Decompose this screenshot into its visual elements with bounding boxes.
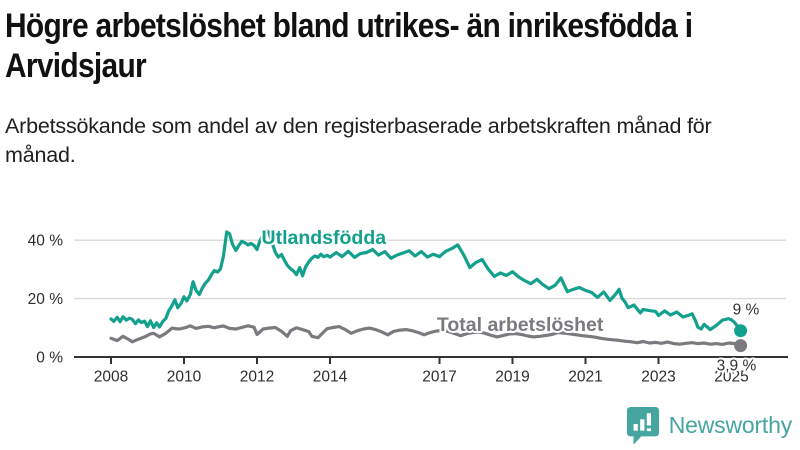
icon-exclamation-bar	[646, 413, 651, 426]
title-line-2: Arvidsjaur	[5, 47, 147, 86]
y-tick-label: 20 %	[28, 291, 64, 308]
x-tick-label: 2014	[313, 369, 348, 386]
icon-bar-1	[633, 424, 638, 431]
newsworthy-wordmark: Newsworthy	[668, 411, 792, 438]
chart-subtitle: Arbetssökande som andel av den registerb…	[5, 114, 712, 168]
icon-bar-2	[639, 419, 645, 431]
x-tick-label: 2008	[94, 369, 128, 386]
y-tick-label: 0 %	[36, 350, 63, 367]
x-tick-label: 2017	[422, 369, 456, 386]
x-tick-label: 2021	[568, 369, 602, 386]
unemployment-chart: 0 % 20 % 40 % 2008 2010 2012 2014 2017 2019 2021 2…	[28, 225, 788, 386]
series-line-total-arbetsloshet	[109, 324, 743, 348]
series-end-dot-total-arbetsloshet	[734, 339, 748, 353]
page-title: Högre arbetslöshet bland utrikes- än inr…	[5, 6, 705, 86]
x-tick-label: 2025	[714, 369, 748, 386]
x-tick-label: 2012	[240, 369, 274, 386]
end-value-label-utlandsfodda: 9 %	[733, 302, 760, 319]
newsworthy-chart-bubble-icon	[626, 407, 659, 444]
series-end-dot-utlandsfodda	[734, 324, 748, 338]
x-tick-label: 2023	[641, 369, 675, 386]
title-line-1: Högre arbetslöshet bland utrikes- än inr…	[5, 7, 693, 45]
newsworthy-logo[interactable]: Newsworthy	[626, 406, 792, 444]
series-label-total-arbetsloshet: Total arbetslöshet	[437, 314, 604, 336]
icon-exclamation-dot	[646, 428, 651, 432]
x-tick-label: 2019	[495, 369, 529, 386]
x-tick-label: 2010	[167, 369, 202, 386]
series-label-utlandsfodda: Utlandsfödda	[262, 227, 387, 249]
end-value-label-total-arbetsloshet: 3,9 %	[717, 358, 757, 375]
y-tick-label: 40 %	[28, 233, 64, 250]
series-line-utlandsfodda	[109, 228, 743, 333]
